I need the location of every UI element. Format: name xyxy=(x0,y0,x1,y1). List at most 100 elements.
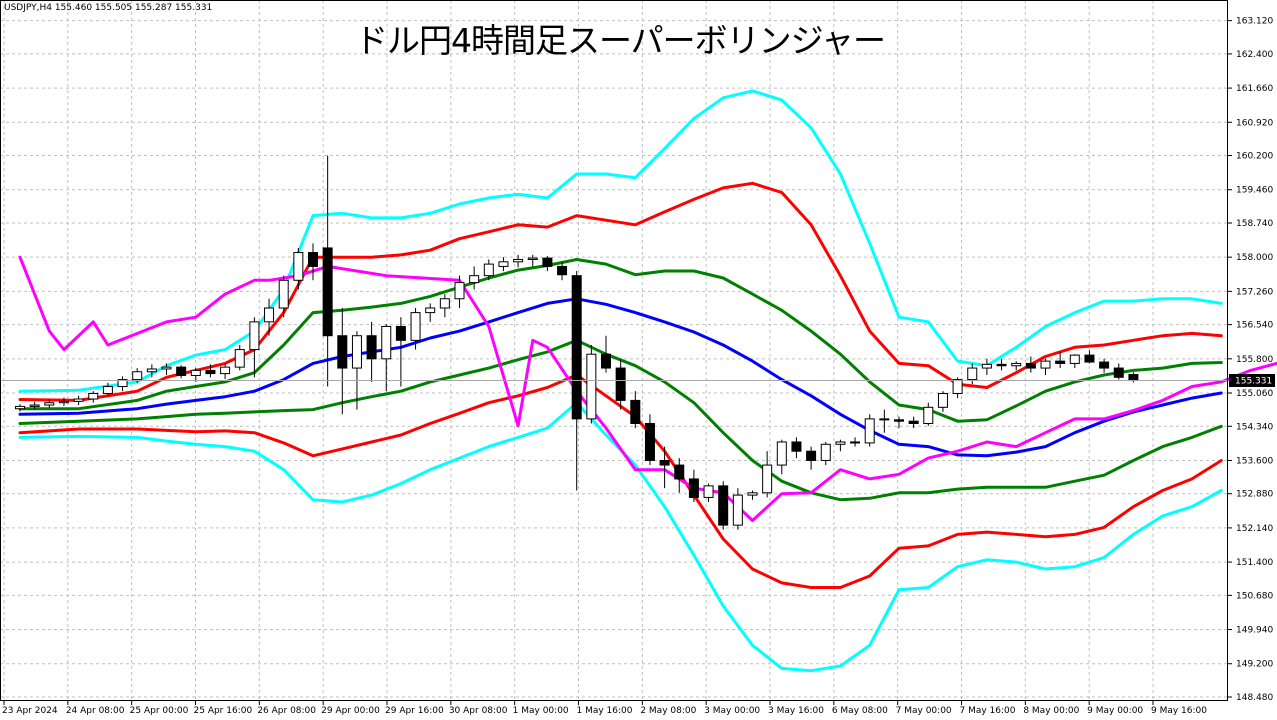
y-tick-label: 162.400 xyxy=(1236,50,1273,60)
current-price-tag: 155.331 xyxy=(1229,373,1275,387)
y-tick-label: 149.200 xyxy=(1236,660,1273,670)
candle-body xyxy=(322,247,333,337)
candle-body xyxy=(967,367,978,381)
candle-body xyxy=(776,441,787,466)
y-tick-label: 158.000 xyxy=(1236,253,1273,263)
candle-body xyxy=(425,307,436,314)
candle-body xyxy=(278,279,289,309)
candle-body xyxy=(557,265,568,276)
candle-body xyxy=(601,353,611,369)
y-tick-label: 157.260 xyxy=(1236,287,1273,297)
candle-body xyxy=(161,366,172,370)
y-tick-label: 156.540 xyxy=(1236,321,1273,331)
x-tick-label: 7 May 16:00 xyxy=(960,706,1016,716)
candle-body xyxy=(1069,354,1080,364)
candle-body xyxy=(762,464,773,494)
chart-header: USDJPY,H4 155.460 155.505 155.287 155.33… xyxy=(4,3,213,13)
x-axis: 23 Apr 2024 24 Apr 08:00 25 Apr 00:00 25 Ap… xyxy=(2,701,1207,716)
candle-body xyxy=(308,252,318,267)
candle-body xyxy=(879,418,890,421)
candle-body xyxy=(1099,361,1110,369)
y-tick-label: 149.940 xyxy=(1236,626,1273,636)
x-tick-label: 1 May 16:00 xyxy=(577,706,633,716)
x-tick-label: 25 Apr 00:00 xyxy=(130,706,189,716)
y-tick-label: 151.400 xyxy=(1236,558,1273,568)
candle-body xyxy=(220,366,231,375)
x-tick-label: 9 May 00:00 xyxy=(1087,706,1143,716)
x-tick-label: 7 May 00:00 xyxy=(896,706,952,716)
candle-body xyxy=(88,392,99,400)
candle-body xyxy=(264,307,275,323)
candle-body xyxy=(864,418,875,444)
x-tick-label: 30 Apr 08:00 xyxy=(449,706,508,716)
x-tick-label: 29 Apr 16:00 xyxy=(385,706,444,716)
x-tick-label: 1 May 00:00 xyxy=(513,706,569,716)
x-tick-label: 25 Apr 16:00 xyxy=(194,706,253,716)
candle-body xyxy=(747,492,758,496)
candle-body xyxy=(1113,367,1124,378)
x-tick-label: 23 Apr 2024 xyxy=(2,706,58,716)
y-tick-label: 152.140 xyxy=(1236,524,1273,534)
candles xyxy=(15,155,1139,530)
candle-body xyxy=(381,325,392,360)
candle-body xyxy=(176,366,187,376)
candle-body xyxy=(1084,354,1095,363)
candle-body xyxy=(58,400,69,404)
candle-body xyxy=(410,312,421,341)
x-tick-label: 6 May 08:00 xyxy=(832,706,888,716)
candle-body xyxy=(44,402,55,406)
candle-body xyxy=(205,369,216,375)
candle-body xyxy=(659,459,670,466)
candle-body xyxy=(1128,374,1139,382)
y-tick-label: 150.680 xyxy=(1236,591,1273,601)
candle-body xyxy=(630,399,641,424)
x-tick-label: 26 Apr 08:00 xyxy=(257,706,316,716)
y-tick-label: 155.060 xyxy=(1236,389,1273,399)
current-price-label: 155.331 xyxy=(1235,376,1272,386)
x-tick-label: 3 May 16:00 xyxy=(768,706,824,716)
candle-body xyxy=(117,379,128,388)
candle-body xyxy=(923,406,934,424)
candle-body xyxy=(102,386,113,394)
chart-title: ドル円4時間足スーパーボリンジャー xyxy=(355,21,886,60)
candle-body xyxy=(937,392,948,408)
y-tick-label: 153.600 xyxy=(1236,456,1273,466)
x-tick-label: 29 Apr 00:00 xyxy=(321,706,380,716)
candle-body xyxy=(337,335,348,369)
candle-body xyxy=(527,257,538,260)
candle-body xyxy=(513,258,524,263)
candle-body xyxy=(703,485,714,498)
y-tick-label: 148.480 xyxy=(1236,693,1273,703)
candle-body xyxy=(469,275,480,284)
y-tick-label: 155.800 xyxy=(1236,355,1273,365)
candle-body xyxy=(791,441,802,452)
y-tick-label: 163.120 xyxy=(1236,17,1273,27)
candle-body xyxy=(73,398,84,402)
candle-body xyxy=(366,335,377,360)
candle-body xyxy=(571,275,582,420)
candle-body xyxy=(586,353,597,420)
candle-body xyxy=(615,367,626,401)
x-tick-label: 9 May 16:00 xyxy=(1151,706,1207,716)
candle-body xyxy=(688,478,699,498)
x-tick-label: 8 May 00:00 xyxy=(1023,706,1079,716)
candle-body xyxy=(498,261,509,267)
y-tick-label: 158.740 xyxy=(1236,219,1273,229)
candle-body xyxy=(146,368,157,373)
candle-body xyxy=(996,363,1007,367)
candle-body xyxy=(483,263,494,277)
band-line xyxy=(18,255,1277,522)
candle-body xyxy=(644,422,655,461)
candle-body xyxy=(395,325,406,341)
candle-body xyxy=(249,321,260,351)
candle-body xyxy=(1025,362,1036,369)
candle-body xyxy=(234,349,245,368)
candle-body xyxy=(981,363,992,369)
candle-body xyxy=(952,379,963,394)
y-tick-label: 160.920 xyxy=(1236,118,1273,128)
candle-body xyxy=(718,485,729,526)
y-tick-label: 161.660 xyxy=(1236,84,1273,94)
x-tick-label: 24 Apr 08:00 xyxy=(66,706,125,716)
